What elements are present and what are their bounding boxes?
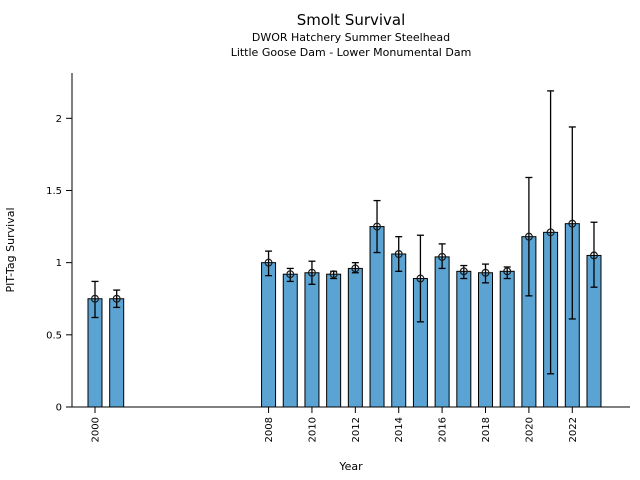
survival-marker-2015 xyxy=(416,274,425,283)
chart-subtitle-reach: Little Goose Dam - Lower Monumental Dam xyxy=(230,46,472,59)
bar-2012 xyxy=(347,267,363,408)
x-tick-label: 2012 xyxy=(351,417,362,442)
survival-marker-2021 xyxy=(546,228,555,237)
survival-marker-2010 xyxy=(307,268,316,277)
bar-2019 xyxy=(499,270,515,408)
survival-marker-2022 xyxy=(568,219,577,228)
bar-2009 xyxy=(282,273,298,408)
survival-marker-2018 xyxy=(481,268,490,277)
y-tick-label: 1.5 xyxy=(46,186,62,197)
survival-marker-2014 xyxy=(394,249,403,258)
survival-marker-2009 xyxy=(286,270,295,279)
survival-marker-2019 xyxy=(503,267,512,276)
bar-2010 xyxy=(304,272,320,408)
x-tick-label: 2022 xyxy=(568,417,579,442)
bar-2011 xyxy=(326,273,342,408)
survival-marker-2013 xyxy=(373,222,382,231)
bar-2018 xyxy=(478,272,494,408)
bar-2016 xyxy=(434,256,450,408)
bar-2017 xyxy=(456,270,472,408)
x-tick-label: 2000 xyxy=(90,417,101,442)
x-tick-label: 2016 xyxy=(438,417,449,442)
chart-title: Smolt Survival xyxy=(296,11,406,29)
bar-2008 xyxy=(261,262,277,408)
survival-marker-2016 xyxy=(438,252,447,261)
survival-marker-2012 xyxy=(351,264,360,273)
bar-2013 xyxy=(369,226,385,408)
survival-marker-2020 xyxy=(524,232,533,241)
survival-marker-2023 xyxy=(589,251,598,260)
y-tick-label: 2 xyxy=(56,114,62,125)
x-tick-label: 2014 xyxy=(394,417,405,442)
survival-marker-2008 xyxy=(264,258,273,267)
bar-2001 xyxy=(109,298,125,408)
x-tick-label: 2020 xyxy=(524,417,535,442)
survival-marker-2000 xyxy=(90,294,99,303)
y-tick-label: 1 xyxy=(56,258,62,269)
y-tick-label: 0 xyxy=(56,403,62,414)
y-tick-label: 0.5 xyxy=(46,330,62,341)
x-tick-label: 2010 xyxy=(307,417,318,442)
chart-subtitle-hatchery: DWOR Hatchery Summer Steelhead xyxy=(251,31,451,44)
survival-marker-2011 xyxy=(329,270,338,279)
survival-marker-2001 xyxy=(112,294,121,303)
y-axis-label: PIT-Tag Survival xyxy=(4,207,17,293)
x-axis-label: Year xyxy=(339,460,363,473)
survival-marker-2017 xyxy=(459,267,468,276)
x-tick-label: 2018 xyxy=(481,417,492,442)
x-tick-label: 2008 xyxy=(264,417,275,442)
bar-2014 xyxy=(391,253,407,408)
